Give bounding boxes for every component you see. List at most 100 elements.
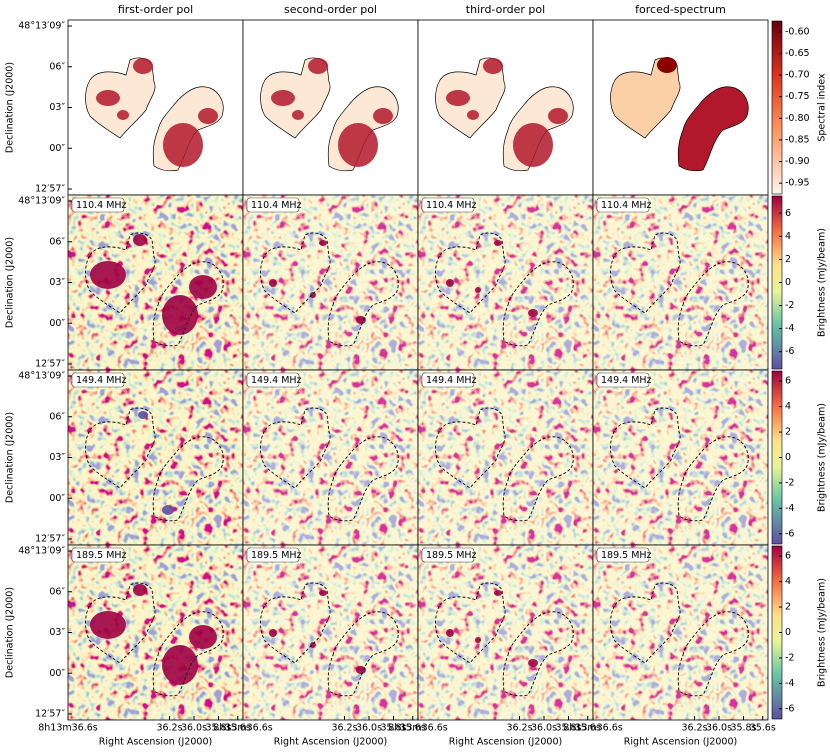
residual: [269, 629, 277, 637]
colorbar-tick-label: -2: [785, 477, 794, 488]
contour: [260, 407, 331, 489]
freq-label: 110.4 MHz: [601, 200, 652, 211]
colorbar-tick-label: 2: [785, 602, 791, 613]
colorbar-tick-label: -0.90: [785, 156, 810, 167]
y-axis-label: Declination (J2000): [5, 412, 16, 503]
y-tick-label: 00″: [49, 318, 65, 329]
freq-box: [71, 197, 125, 213]
residual: [446, 279, 454, 287]
colorbar-tick-label: -4: [785, 678, 794, 689]
freq-label: 149.4 MHz: [426, 375, 477, 386]
noise-map: [418, 370, 593, 545]
residual: [310, 292, 316, 298]
y-tick-label: 48°13′09″: [18, 21, 65, 32]
colorbar-tick-label: 2: [785, 427, 791, 438]
residual: [162, 505, 174, 515]
panel: 149.4 MHz: [242, 369, 419, 546]
x-tick-label: 35.8s: [730, 723, 756, 734]
x-axis-label: Right Ascension (J2000): [274, 737, 387, 748]
residual: [528, 309, 538, 317]
x-tick-label: 8h13m36.6s: [213, 723, 273, 734]
x-tick-label: 35.6s: [750, 723, 776, 734]
noise-map: [593, 545, 768, 720]
noise-map: [418, 545, 593, 720]
contour: [502, 611, 574, 697]
panel: [67, 19, 244, 196]
residual: [494, 240, 502, 246]
residual: [310, 642, 316, 648]
y-tick-label: 12′57″: [35, 709, 65, 720]
colorbar-tick-label: -0.60: [785, 26, 810, 37]
y-tick-label: 03″: [49, 277, 65, 288]
panel: 189.5 MHz: [592, 544, 769, 721]
contour: [152, 261, 224, 347]
colorbar-tick-label: -0.65: [785, 48, 810, 59]
freq-label: 110.4 MHz: [76, 200, 127, 211]
region: [677, 86, 749, 172]
freq-box: [246, 197, 300, 213]
region-core: [271, 90, 295, 106]
y-tick-label: 03″: [49, 627, 65, 638]
colorbar-tick-label: -2: [785, 652, 794, 663]
contour: [610, 407, 681, 489]
colorbar: [771, 20, 783, 195]
panel: 110.4 MHz: [67, 194, 244, 371]
region-core: [198, 108, 218, 124]
residual: [446, 629, 454, 637]
region-core: [292, 110, 304, 120]
x-tick-label: 36.0s: [531, 723, 557, 734]
region: [260, 57, 331, 139]
y-tick-label: 12′57″: [35, 184, 65, 195]
y-axis-label: Declination (J2000): [5, 587, 16, 678]
colorbar-tick-label: 2: [785, 254, 791, 265]
y-axis-label: Declination (J2000): [5, 237, 16, 328]
residual: [319, 240, 327, 246]
colorbar-tick-label: 0: [785, 452, 791, 463]
x-tick-label: 35.6s: [400, 723, 426, 734]
freq-box: [246, 547, 300, 563]
residual: [356, 666, 366, 674]
region-core: [163, 123, 203, 167]
y-tick-label: 06″: [49, 411, 65, 422]
x-tick-label: 8h13m36.6s: [38, 723, 98, 734]
region-core: [338, 123, 378, 167]
noise-map: [593, 370, 768, 545]
colorbar-tick-label: -0.75: [785, 91, 810, 102]
x-tick-label: 8h13m36.6s: [388, 723, 448, 734]
panel: 110.4 MHz: [592, 194, 769, 371]
residual: [162, 645, 198, 685]
y-tick-label: 00″: [49, 493, 65, 504]
contour: [152, 436, 224, 522]
freq-box: [421, 372, 475, 388]
x-axis-label: Right Ascension (J2000): [449, 737, 562, 748]
x-tick-label: 36.0s: [356, 723, 382, 734]
freq-box: [596, 372, 650, 388]
y-tick-label: 03″: [49, 452, 65, 463]
residual: [90, 611, 126, 639]
x-tick-label: 35.8s: [555, 723, 581, 734]
x-tick-label: 36.2s: [681, 723, 707, 734]
colorbar-tick-label: -0.70: [785, 70, 810, 81]
panel: [592, 19, 769, 196]
contour: [610, 582, 681, 664]
contour: [677, 611, 749, 697]
colorbar-tick-label: -6: [785, 528, 794, 539]
noise-map: [243, 370, 418, 545]
freq-label: 149.4 MHz: [251, 375, 302, 386]
x-tick-label: 35.6s: [575, 723, 601, 734]
residual: [189, 275, 217, 299]
x-tick-label: 35.8s: [380, 723, 406, 734]
panel: [242, 19, 419, 196]
region-core: [548, 108, 568, 124]
column-title: first-order pol: [118, 3, 193, 16]
freq-label: 110.4 MHz: [426, 200, 477, 211]
colorbar-tick-label: 4: [785, 576, 791, 587]
residual: [133, 234, 147, 246]
residual: [319, 590, 327, 596]
region-core: [96, 90, 120, 106]
residual: [475, 287, 481, 293]
freq-label: 110.4 MHz: [251, 200, 302, 211]
region-core: [446, 90, 470, 106]
contour: [85, 407, 156, 489]
residual: [90, 261, 126, 289]
